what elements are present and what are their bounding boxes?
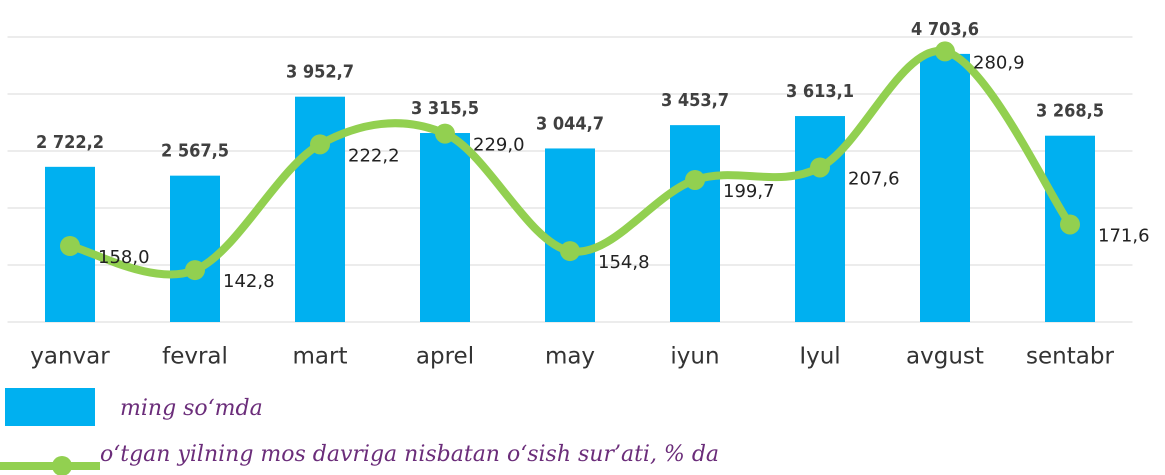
x-tick-label: Iyul — [799, 344, 840, 370]
data-label: 199,7 — [723, 181, 775, 202]
data-label: 3 613,1 — [786, 81, 854, 102]
legend-swatch-marker — [52, 456, 72, 475]
line-marker — [810, 157, 830, 178]
data-label: 158,0 — [98, 247, 150, 268]
bar — [170, 175, 220, 322]
line-marker — [1060, 214, 1080, 235]
data-label: 3 453,7 — [661, 90, 729, 111]
line-marker — [435, 123, 455, 144]
data-label: 154,8 — [598, 252, 650, 273]
legend-label: o‘tgan yilning mos davriga nisbatan o‘si… — [100, 442, 719, 467]
bar — [670, 125, 720, 322]
bar — [295, 96, 345, 322]
data-label: 4 703,6 — [911, 19, 979, 40]
x-tick-label: may — [545, 344, 595, 370]
legend: ming so‘mda o‘tgan yilning mos davriga n… — [0, 388, 719, 475]
line-marker — [560, 241, 580, 262]
line-marker — [185, 260, 205, 281]
data-label: 280,9 — [973, 52, 1025, 73]
line-marker — [685, 169, 705, 190]
bar — [420, 133, 470, 322]
line-marker — [60, 236, 80, 256]
data-label: 3 044,7 — [536, 113, 604, 134]
x-tick-label: sentabr — [1026, 344, 1114, 370]
data-label: 3 268,5 — [1036, 101, 1104, 122]
data-label: 3 952,7 — [286, 62, 354, 83]
data-label: 142,8 — [223, 271, 275, 292]
x-tick-label: mart — [293, 344, 348, 370]
data-label: 229,0 — [473, 135, 525, 156]
data-label: 2 722,2 — [36, 132, 104, 153]
x-tick-label: yanvar — [30, 344, 110, 370]
x-tick-label: fevral — [162, 344, 228, 370]
bar — [920, 53, 970, 322]
legend-label: ming so‘mda — [120, 396, 263, 421]
x-tick-label: avgust — [906, 344, 984, 370]
data-label: 171,6 — [1098, 225, 1150, 246]
bar — [795, 116, 845, 322]
data-label: 3 315,5 — [411, 98, 479, 119]
bar — [545, 148, 595, 322]
data-label: 2 567,5 — [161, 141, 229, 162]
legend-swatch-bar — [5, 388, 95, 426]
data-label: 222,2 — [348, 145, 400, 166]
line-marker — [310, 134, 330, 155]
x-tick-label: iyun — [670, 344, 719, 370]
line-marker — [935, 41, 955, 62]
data-label: 207,6 — [848, 168, 900, 189]
x-tick-label: aprel — [416, 344, 474, 370]
